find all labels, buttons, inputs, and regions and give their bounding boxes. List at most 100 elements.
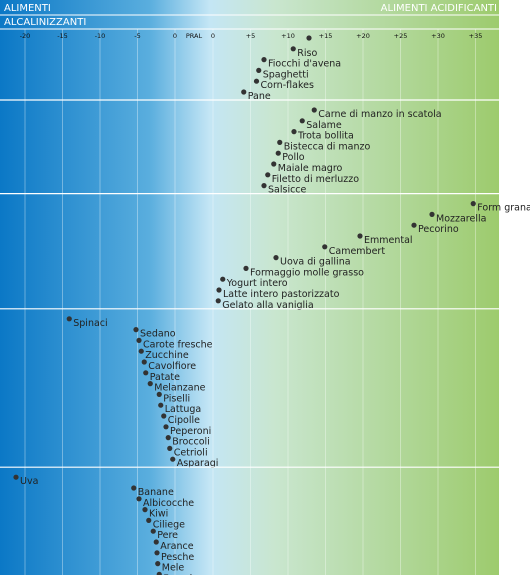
point-label: Cavolfiore [148, 361, 196, 372]
x-tick-label: +35 [469, 32, 483, 40]
data-point [136, 337, 142, 343]
data-point [243, 265, 249, 271]
point-label: Cetrioli [174, 447, 208, 458]
point-label: Mozzarella [436, 213, 486, 224]
point-label: Spaghetti [263, 69, 309, 80]
x-tick-label: +25 [394, 32, 408, 40]
point-label: Uova di gallina [280, 257, 351, 268]
data-point [256, 67, 262, 73]
x-tick-label: +10 [281, 32, 295, 40]
point-label: Form grana [477, 203, 530, 214]
point-label: Pane [248, 91, 271, 102]
x-tick-label: 0 [173, 32, 177, 40]
data-point [306, 35, 312, 41]
point-label: Trota bollita [297, 131, 354, 142]
data-point [220, 276, 226, 282]
point-label: Pecorino [418, 224, 459, 235]
point-label: Corn-flakes [261, 80, 314, 91]
data-point [146, 517, 152, 524]
data-point [429, 211, 435, 217]
data-point [299, 118, 305, 124]
x-tick-label: +30 [431, 32, 445, 40]
point-label: Pere [157, 530, 178, 541]
right-header: ALIMENTI ACIDIFICANTI [381, 3, 497, 14]
point-label: Camembert [329, 246, 386, 257]
data-point [156, 571, 162, 575]
x-axis-label: PRAL [186, 32, 203, 40]
data-point [291, 129, 297, 135]
point-label: Fragole [163, 573, 198, 575]
point-label: Asparagi [177, 458, 219, 469]
point-label: Patate [150, 372, 180, 383]
point-label: Lattuga [165, 404, 201, 415]
background [0, 0, 499, 575]
data-point [275, 150, 281, 156]
x-tick-label: -15 [57, 32, 68, 40]
point-label: Cipolle [168, 415, 200, 426]
point-label: Kiwi [149, 509, 168, 520]
point-label: Piselli [163, 393, 190, 404]
data-point [265, 172, 271, 178]
data-point [138, 348, 144, 354]
left-header: ALIMENTI [4, 3, 51, 14]
data-point [163, 424, 169, 430]
data-point [273, 255, 279, 261]
point-label: Formaggio molle grasso [250, 267, 364, 278]
data-point [156, 391, 162, 397]
point-label: Mele [162, 563, 185, 574]
point-label: Pollo [282, 152, 304, 163]
data-point [13, 474, 19, 480]
point-label: Albicocche [143, 498, 194, 509]
point-label: Zucchine [145, 350, 189, 361]
x-tick-label: +20 [356, 32, 370, 40]
data-point [216, 287, 222, 293]
data-point [165, 435, 171, 441]
data-point [136, 496, 142, 502]
data-point [170, 456, 176, 462]
point-label: Latte intero pastorizzato [223, 289, 340, 300]
data-point [470, 201, 476, 207]
point-label: Bistecca di manzo [284, 141, 371, 152]
data-point [215, 298, 221, 304]
x-tick-label: -20 [20, 32, 31, 40]
point-label: Ciliege [153, 519, 185, 530]
data-point [155, 561, 161, 567]
data-point [133, 327, 139, 333]
data-point [158, 402, 164, 408]
data-point [411, 222, 417, 228]
point-label: Carne di manzo in scatola [318, 109, 441, 120]
point-label: Riso [297, 48, 317, 59]
left-header: ALCALINIZZANTI [4, 17, 86, 28]
x-tick-label: +15 [319, 32, 333, 40]
data-point [161, 413, 167, 419]
data-point [153, 539, 159, 545]
data-point [66, 316, 72, 322]
data-point [277, 139, 283, 145]
point-label: Yogurt intero [226, 278, 288, 289]
data-point [290, 46, 296, 52]
data-point [253, 78, 260, 84]
data-point [261, 183, 267, 189]
point-label: Emmental [364, 235, 413, 246]
x-tick-label: +5 [246, 32, 256, 40]
data-point [261, 57, 267, 63]
point-label: Gelato alla vaniglia [222, 300, 313, 311]
point-label: Carote fresche [143, 339, 213, 350]
point-label: Salsicce [268, 185, 307, 196]
data-point [357, 233, 363, 239]
point-label: Broccoli [172, 437, 210, 448]
point-label: Peperoni [170, 426, 211, 437]
point-label: Arance [160, 541, 193, 552]
point-label: Uva [20, 476, 38, 487]
x-tick-label: -10 [95, 32, 106, 40]
data-point [311, 107, 317, 113]
x-tick-label: -5 [134, 32, 140, 40]
point-label: Pesche [161, 552, 194, 563]
data-point [241, 89, 247, 95]
point-label: Fiocchi d'avena [268, 59, 341, 70]
data-point [322, 244, 328, 250]
point-label: Filetto di merluzzo [272, 174, 360, 185]
data-point [154, 550, 160, 556]
data-point [141, 359, 147, 365]
